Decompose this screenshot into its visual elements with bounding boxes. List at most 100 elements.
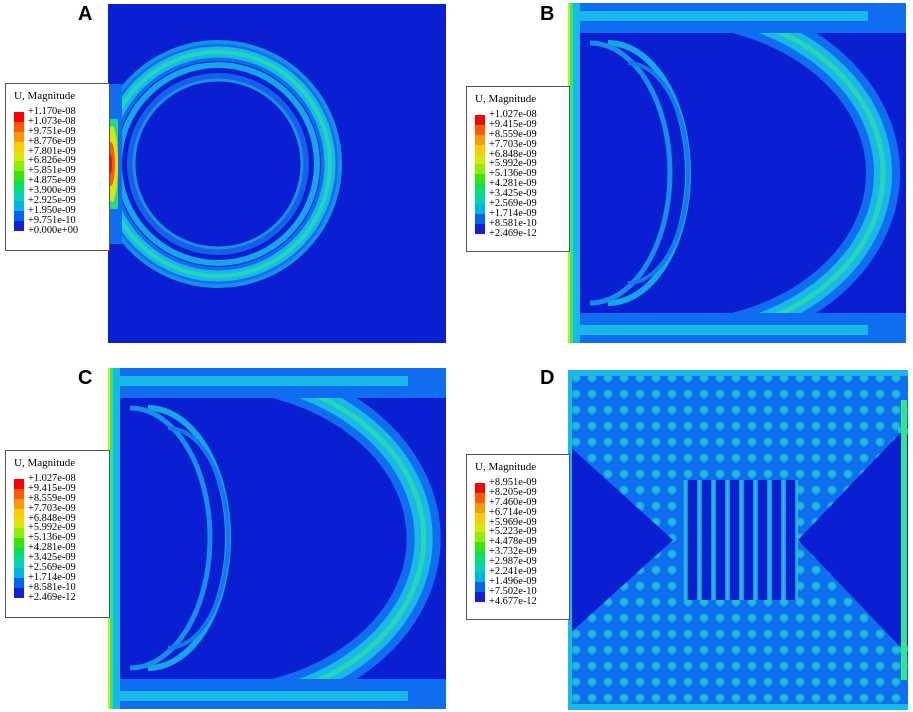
legend-value: +1.027e-08 xyxy=(28,473,76,484)
legend-value: +4.677e-12 xyxy=(489,595,537,607)
legend-value: +4.875e-09 xyxy=(28,175,76,187)
color-swatch xyxy=(475,512,485,523)
color-swatch xyxy=(14,498,24,509)
legend-value: +2.469e-12 xyxy=(489,227,537,239)
color-swatch xyxy=(14,151,24,162)
color-swatch xyxy=(475,552,485,563)
color-swatch xyxy=(14,558,24,569)
legend-value: +7.502e-10 xyxy=(489,585,537,597)
color-swatch xyxy=(14,488,24,499)
legend-value: +8.776e-09 xyxy=(28,135,76,147)
legend-title: U, Magnitude xyxy=(475,461,537,473)
legend-title: U, Magnitude xyxy=(14,457,76,469)
panel-label-a: A xyxy=(78,3,93,25)
color-swatch xyxy=(475,134,485,145)
legend-value: +4.281e-09 xyxy=(489,178,537,190)
legend-value: +1.714e-09 xyxy=(489,207,537,219)
legend-value: +9.415e-09 xyxy=(489,118,537,130)
color-swatch xyxy=(14,131,24,142)
color-swatch xyxy=(475,174,485,185)
color-swatch xyxy=(475,115,485,125)
legend-value: +1.027e-08 xyxy=(489,109,537,120)
legend-title: U, Magnitude xyxy=(475,93,537,105)
legend-value: +5.992e-09 xyxy=(28,522,76,534)
contour-plot-d xyxy=(568,370,908,710)
color-swatch xyxy=(475,213,485,224)
contour-plot-b xyxy=(568,3,906,343)
panel-label-d: D xyxy=(540,367,555,389)
color-swatch xyxy=(475,542,485,553)
color-swatch xyxy=(14,479,24,489)
legend-value: +6.714e-09 xyxy=(489,506,537,518)
panel-label-c: C xyxy=(78,367,93,389)
legend-value: +8.205e-09 xyxy=(489,486,537,498)
legend-value: +5.969e-09 xyxy=(489,516,537,528)
legend-value: +9.415e-09 xyxy=(28,482,76,494)
legend-value: +4.478e-09 xyxy=(489,536,537,548)
legend-value: +1.496e-09 xyxy=(489,575,537,587)
color-swatch xyxy=(14,538,24,549)
color-swatch xyxy=(475,532,485,543)
color-swatch xyxy=(14,587,24,598)
color-swatch xyxy=(475,591,485,602)
color-swatch xyxy=(14,210,24,221)
contour-plot-a xyxy=(108,4,446,343)
color-swatch xyxy=(475,581,485,592)
legend-d: U, Magnitude +8.951e-09 +8.205e-09 +7.46… xyxy=(466,454,570,620)
legend-value: +2.569e-09 xyxy=(28,562,76,574)
legend-values: +1.170e-08 +1.073e-08 +9.751e-09 +8.776e… xyxy=(28,106,79,236)
legend-value: +3.425e-09 xyxy=(28,552,76,564)
color-swatch xyxy=(14,161,24,172)
color-swatch xyxy=(475,204,485,214)
legend-value: +7.703e-09 xyxy=(489,138,537,150)
color-swatch xyxy=(14,171,24,182)
legend-value: +1.170e-08 xyxy=(28,106,76,117)
color-scale xyxy=(475,115,485,234)
legend-value: +5.992e-09 xyxy=(489,158,537,170)
legend-values: +1.027e-08 +9.415e-09 +8.559e-09 +7.703e… xyxy=(489,109,537,239)
color-swatch xyxy=(14,220,24,231)
legend-value: +0.000e+00 xyxy=(28,224,79,236)
color-swatch xyxy=(475,492,485,503)
legend-value: +5.851e-09 xyxy=(28,165,76,177)
color-swatch xyxy=(14,191,24,202)
legend-value: +3.732e-09 xyxy=(489,546,537,558)
color-swatch xyxy=(475,164,485,175)
legend-value: +2.241e-09 xyxy=(489,566,537,578)
color-swatch xyxy=(475,194,485,205)
color-scale xyxy=(14,112,24,231)
color-swatch xyxy=(14,528,24,539)
legend-value: +3.900e-09 xyxy=(28,185,76,197)
color-swatch xyxy=(475,572,485,582)
legend-value: +2.987e-09 xyxy=(489,556,537,568)
legend-value: +2.569e-09 xyxy=(489,198,537,210)
color-swatch xyxy=(14,181,24,192)
color-swatch xyxy=(14,141,24,152)
legend-value: +8.559e-09 xyxy=(489,128,537,140)
color-swatch xyxy=(14,121,24,132)
legend-value: +5.136e-09 xyxy=(28,532,76,544)
color-swatch xyxy=(14,201,24,211)
color-swatch xyxy=(475,502,485,513)
color-swatch xyxy=(475,562,485,573)
legend-a: U, Magnitude +1.170e-08 +1.073e-08 +9.75… xyxy=(5,83,110,251)
legend-values: +8.951e-09 +8.205e-09 +7.460e-09 +6.714e… xyxy=(489,477,537,607)
color-swatch xyxy=(14,548,24,559)
color-swatch xyxy=(475,124,485,135)
legend-c: U, Magnitude +1.027e-08 +9.415e-09 +8.55… xyxy=(5,450,110,618)
color-scale xyxy=(475,483,485,602)
color-scale xyxy=(14,479,24,598)
legend-value: +6.826e-09 xyxy=(28,155,76,167)
legend-value: +6.848e-09 xyxy=(489,148,537,160)
legend-value: +7.460e-09 xyxy=(489,496,537,508)
contour-plot-c xyxy=(108,368,446,709)
legend-value: +2.925e-09 xyxy=(28,195,76,207)
legend-value: +8.581e-10 xyxy=(489,217,537,229)
color-swatch xyxy=(14,518,24,529)
color-swatch xyxy=(14,568,24,578)
legend-value: +5.223e-09 xyxy=(489,526,537,538)
color-swatch xyxy=(475,522,485,533)
color-swatch xyxy=(14,112,24,122)
color-swatch xyxy=(475,483,485,493)
legend-b: U, Magnitude +1.027e-08 +9.415e-09 +8.55… xyxy=(466,86,570,252)
